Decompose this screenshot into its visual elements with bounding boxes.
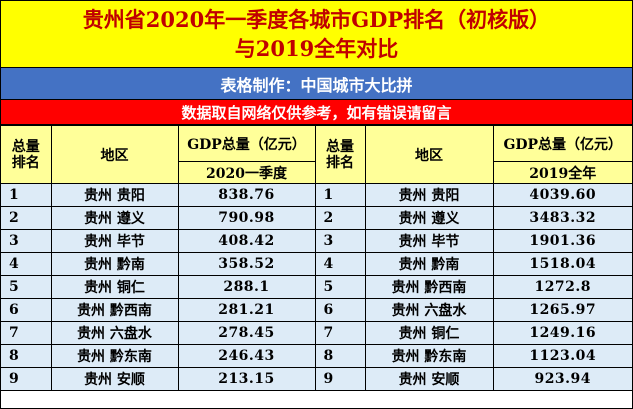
region-header-left: 地区	[50, 125, 179, 184]
title-line-2: 与2019全年对比	[234, 36, 399, 61]
rank-cell: 5	[314, 275, 366, 299]
gdp-cell: 281.21	[177, 298, 316, 322]
sheet-title: 贵州省2020年一季度各城市GDP排名（初核版） 与2019全年对比	[1, 1, 632, 68]
table-row: 9 贵州 安顺 213.15 9 贵州 安顺 923.94	[1, 367, 632, 391]
gdp-cell: 3483.32	[492, 206, 632, 230]
rank-cell: 7	[1, 321, 52, 345]
gdp-cell: 246.43	[177, 344, 316, 368]
region-cell: 贵州 黔南	[50, 252, 179, 276]
region-cell: 贵州 遵义	[50, 206, 179, 230]
gdp-cell: 1518.04	[492, 252, 632, 276]
region-cell: 贵州 毕节	[364, 229, 494, 253]
region-cell: 贵州 黔西南	[364, 275, 494, 299]
region-cell: 贵州 黔南	[364, 252, 494, 276]
region-cell: 贵州 毕节	[50, 229, 179, 253]
disclaimer-banner: 数据取自网络仅供参考，如有错误请留言	[1, 100, 632, 125]
region-cell: 贵州 遵义	[364, 206, 494, 230]
gdp-cell: 358.52	[177, 252, 316, 276]
region-cell: 贵州 贵阳	[364, 183, 494, 207]
rank-cell: 9	[1, 367, 52, 391]
rank-cell: 5	[1, 275, 52, 299]
region-cell: 贵州 安顺	[364, 367, 494, 391]
table-row: 3 贵州 毕节 408.42 3 贵州 毕节 1901.36	[1, 229, 632, 253]
table-row: 1 贵州 贵阳 838.76 1 贵州 贵阳 4039.60	[1, 183, 632, 207]
region-cell: 贵州 黔东南	[364, 344, 494, 368]
region-cell: 贵州 黔东南	[50, 344, 179, 368]
gdp-cell: 838.76	[177, 183, 316, 207]
rank-cell: 6	[1, 298, 52, 322]
rank-cell: 2	[314, 206, 366, 230]
region-cell: 贵州 安顺	[50, 367, 179, 391]
title-line-1: 贵州省2020年一季度各城市GDP排名（初核版）	[82, 7, 551, 32]
gdp-table: 总量 排名 地区 GDP总量（亿元） 总量 排名 地区 GDP总量（亿元） 20…	[1, 125, 632, 391]
table-maker-banner: 表格制作：中国城市大比拼	[1, 68, 632, 100]
table-row: 4 贵州 黔南 358.52 4 贵州 黔南 1518.04	[1, 252, 632, 276]
gdp-cell: 1272.8	[492, 275, 632, 299]
rank-header-line2: 排名	[326, 154, 354, 171]
rank-cell: 2	[1, 206, 52, 230]
region-cell: 贵州 六盘水	[364, 298, 494, 322]
gdp-cell: 790.98	[177, 206, 316, 230]
rank-header-left: 总量 排名	[1, 125, 52, 184]
gdp-cell: 1123.04	[492, 344, 632, 368]
gdp-cell: 4039.60	[492, 183, 632, 207]
gdp-header-right: GDP总量（亿元）	[492, 125, 632, 162]
gdp-cell: 1265.97	[492, 298, 632, 322]
table-row: 8 贵州 黔东南 246.43 8 贵州 黔东南 1123.04	[1, 344, 632, 368]
region-cell: 贵州 贵阳	[50, 183, 179, 207]
region-header-right: 地区	[364, 125, 494, 184]
gdp-cell: 1249.16	[492, 321, 632, 345]
table-row: 5 贵州 铜仁 288.1 5 贵州 黔西南 1272.8	[1, 275, 632, 299]
period-header-left: 2020一季度	[178, 161, 316, 184]
table-row: 7 贵州 六盘水 278.45 7 贵州 铜仁 1249.16	[1, 321, 632, 345]
period-header-right: 2019全年	[492, 161, 632, 184]
rank-cell: 6	[314, 298, 366, 322]
gdp-cell: 1901.36	[492, 229, 632, 253]
rank-header-right: 总量 排名	[314, 125, 366, 184]
rank-cell: 3	[1, 229, 52, 253]
rank-cell: 8	[1, 344, 52, 368]
gdp-cell: 288.1	[177, 275, 316, 299]
rank-cell: 9	[314, 367, 366, 391]
region-cell: 贵州 黔西南	[50, 298, 179, 322]
gdp-header-left: GDP总量（亿元）	[177, 125, 316, 162]
rank-cell: 8	[314, 344, 366, 368]
rank-header-line1: 总量	[326, 138, 354, 155]
gdp-cell: 213.15	[177, 367, 316, 391]
rank-header-line2: 排名	[11, 154, 40, 171]
gdp-cell: 278.45	[177, 321, 316, 345]
region-cell: 贵州 铜仁	[364, 321, 494, 345]
rank-cell: 3	[314, 229, 366, 253]
gdp-cell: 923.94	[492, 367, 632, 391]
region-cell: 贵州 铜仁	[50, 275, 179, 299]
rank-cell: 1	[314, 183, 366, 207]
region-cell: 贵州 六盘水	[50, 321, 179, 345]
rank-header-line1: 总量	[11, 138, 40, 155]
rank-cell: 4	[314, 252, 366, 276]
rank-cell: 1	[1, 183, 52, 207]
rank-cell: 7	[314, 321, 366, 345]
rank-cell: 4	[1, 252, 52, 276]
table-row: 6 贵州 黔西南 281.21 6 贵州 六盘水 1265.97	[1, 298, 632, 322]
gdp-cell: 408.42	[177, 229, 316, 253]
table-row: 2 贵州 遵义 790.98 2 贵州 遵义 3483.32	[1, 206, 632, 230]
